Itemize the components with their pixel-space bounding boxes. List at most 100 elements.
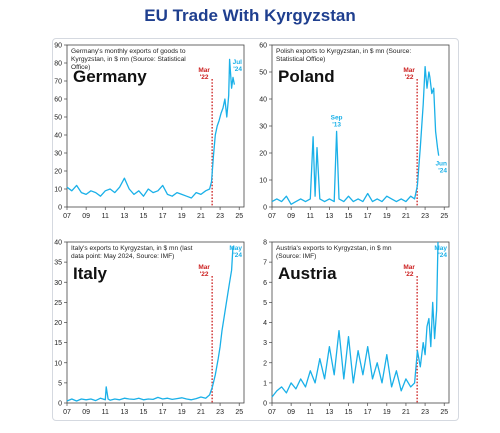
y-tick-label: 20 [54, 169, 62, 176]
y-tick-label: 40 [54, 133, 62, 140]
y-tick-label: 1 [263, 380, 267, 387]
x-tick-label: 13 [326, 213, 334, 220]
x-tick-label: 21 [197, 213, 205, 220]
y-tick-label: 35 [54, 260, 62, 267]
end-label: Jun [435, 161, 447, 168]
end-label: May [434, 245, 447, 252]
x-tick-label: 25 [235, 409, 243, 416]
x-tick-label: 13 [326, 409, 334, 416]
y-tick-label: 2 [263, 360, 267, 367]
y-tick-label: 50 [259, 70, 267, 77]
x-tick-label: 19 [383, 409, 391, 416]
x-tick-label: 23 [421, 213, 429, 220]
y-tick-label: 0 [58, 205, 62, 212]
chart-note-line: (Source: IMF) [276, 253, 316, 260]
x-tick-label: 07 [268, 409, 276, 416]
x-tick-label: 09 [287, 213, 295, 220]
y-tick-label: 40 [54, 240, 62, 247]
y-tick-label: 0 [58, 401, 62, 408]
panel-label: Austria [278, 264, 337, 283]
x-tick-label: 23 [421, 409, 429, 416]
chart-note-line: Office) [71, 64, 90, 71]
end-label: Jul [233, 59, 243, 66]
x-tick-label: 09 [82, 213, 90, 220]
peak-label: '13 [332, 121, 341, 128]
series-line [271, 65, 440, 205]
chart-note: Polish exports to Kyrgyzstan, in $ mn (S… [276, 48, 411, 63]
y-tick-label: 5 [263, 300, 267, 307]
plot-border [66, 44, 245, 208]
marker-label: Mar [403, 67, 415, 74]
x-tick-label: 11 [307, 409, 314, 416]
marker-label: Mar [198, 67, 210, 74]
y-tick-label: 6 [263, 280, 267, 287]
x-tick-label: 25 [440, 409, 448, 416]
marker-label: '22 [405, 74, 414, 81]
y-tick-label: 40 [259, 97, 267, 104]
marker-label: '22 [405, 271, 414, 278]
y-tick-label: 60 [54, 97, 62, 104]
marker-label: '22 [200, 74, 209, 81]
y-tick-label: 5 [58, 380, 62, 387]
charts-frame [52, 38, 459, 421]
x-tick-label: 15 [140, 409, 148, 416]
x-tick-label: 15 [345, 409, 353, 416]
panel-label: Germany [73, 67, 147, 86]
marker-label: Mar [198, 264, 210, 271]
y-tick-label: 25 [54, 300, 62, 307]
x-tick-label: 19 [383, 213, 391, 220]
x-tick-label: 21 [402, 409, 410, 416]
x-tick-label: 07 [63, 409, 71, 416]
y-tick-label: 4 [263, 320, 267, 327]
x-tick-label: 13 [121, 409, 129, 416]
y-tick-label: 30 [259, 124, 267, 131]
chart-note-line: Germany's monthly exports of goods to [71, 48, 186, 55]
chart-note-line: data point: May 2024, Source: IMF) [71, 253, 174, 260]
marker-label: '22 [200, 271, 209, 278]
chart-note-line: Kyrgyzstan, in $ mn (Source: Statistical [71, 56, 186, 63]
panel-label: Poland [278, 67, 335, 86]
x-tick-label: 09 [287, 409, 295, 416]
series-line [271, 241, 439, 398]
y-tick-label: 10 [54, 187, 62, 194]
x-tick-label: 13 [121, 213, 129, 220]
x-tick-label: 17 [159, 213, 167, 220]
chart-germany: 0 10 20 30 40 50 60 70 80 90 07 09 11 13 15 17 19 21 23 25 G… [54, 43, 245, 220]
chart-note-line: Polish exports to Kyrgyzstan, in $ mn (S… [276, 48, 411, 55]
marker-label: Mar [403, 264, 415, 271]
y-tick-label: 70 [54, 79, 62, 86]
end-label: '24 [233, 252, 242, 259]
chart-note-line: Statistical Office) [276, 56, 325, 63]
end-label: '24 [233, 66, 242, 73]
x-tick-label: 21 [402, 213, 410, 220]
x-tick-label: 09 [82, 409, 90, 416]
chart-note-line: Austria's exports to Kyrgyzstan, in $ mn [276, 245, 392, 252]
x-tick-label: 07 [63, 213, 71, 220]
x-tick-label: 17 [364, 213, 372, 220]
y-tick-label: 0 [263, 205, 267, 212]
series-line [66, 245, 234, 402]
y-tick-label: 80 [54, 61, 62, 68]
x-tick-label: 25 [440, 213, 448, 220]
end-label: '24 [438, 168, 447, 175]
y-tick-label: 15 [54, 340, 62, 347]
y-tick-label: 7 [263, 260, 267, 267]
chart-poland: 0 10 20 30 40 50 60 07 09 11 13 15 17 19 21 23 25 Polish … [259, 43, 450, 220]
y-tick-label: 60 [259, 43, 267, 50]
y-tick-label: 90 [54, 43, 62, 50]
y-tick-label: 8 [263, 240, 267, 247]
chart-note: Germany's monthly exports of goods to Kyr… [71, 48, 186, 71]
x-tick-label: 11 [102, 213, 109, 220]
end-label: '24 [438, 252, 447, 259]
panel-label: Italy [73, 264, 108, 283]
x-tick-label: 23 [216, 213, 224, 220]
y-tick-label: 10 [259, 178, 267, 185]
y-tick-label: 10 [54, 360, 62, 367]
x-tick-label: 11 [307, 213, 314, 220]
x-tick-label: 25 [235, 213, 243, 220]
x-tick-label: 07 [268, 213, 276, 220]
x-tick-label: 21 [197, 409, 205, 416]
page-title: EU Trade With Kyrgyzstan [144, 6, 356, 25]
